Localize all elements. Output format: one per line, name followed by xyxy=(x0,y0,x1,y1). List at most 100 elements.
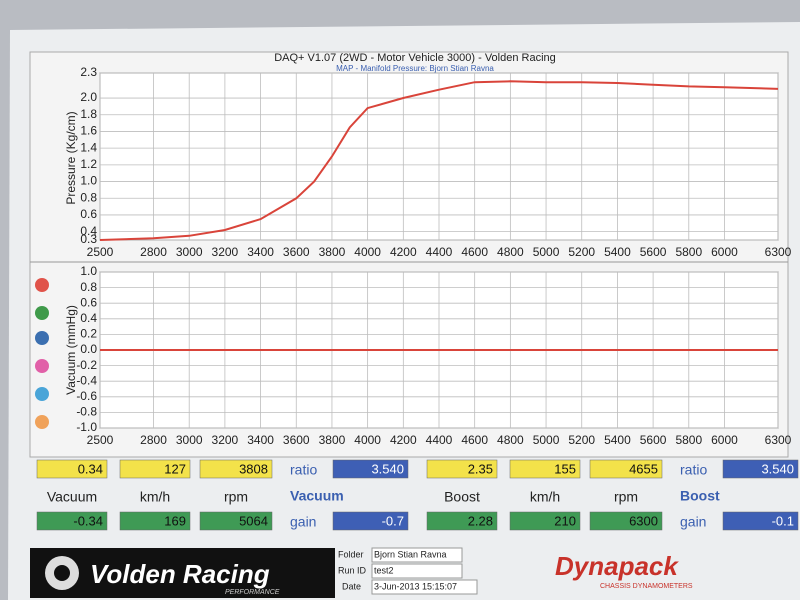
x-tick-label: 5200 xyxy=(568,433,595,447)
x-tick-label: 3800 xyxy=(319,245,346,259)
y-tick-label: 2.0 xyxy=(80,90,97,104)
readout-value-box xyxy=(36,459,108,479)
readout-label: rpm xyxy=(224,489,248,505)
x-tick-label: 4200 xyxy=(390,433,417,447)
brand: Dynapack xyxy=(555,551,679,581)
x-tick-label: 2800 xyxy=(140,433,167,447)
x-tick-label: 3400 xyxy=(247,245,274,259)
y-tick-label: 1.6 xyxy=(80,124,97,138)
x-tick-label: 5000 xyxy=(533,245,560,259)
x-tick-label: 5200 xyxy=(568,245,595,259)
run-label: Run ID xyxy=(338,565,367,575)
logo-icon xyxy=(54,565,70,581)
readout-label: km/h xyxy=(530,489,560,505)
readout-value: 3808 xyxy=(239,461,268,476)
y-axis-label: Vacuum (mmHg) xyxy=(64,305,78,395)
x-tick-label: 2500 xyxy=(87,245,114,259)
folder-label: Folder xyxy=(338,549,364,559)
mode-label: Vacuum xyxy=(290,488,344,504)
x-tick-label: 3400 xyxy=(247,433,274,447)
y-tick-label: 0.8 xyxy=(80,280,97,294)
x-tick-label: 6300 xyxy=(765,245,792,259)
x-tick-label: 6000 xyxy=(711,245,738,259)
y-tick-label: -0.8 xyxy=(76,405,97,419)
ratio-value: 3.540 xyxy=(761,461,794,476)
x-tick-label: 4000 xyxy=(354,245,381,259)
field xyxy=(371,579,478,595)
x-tick-label: 4800 xyxy=(497,245,524,259)
channel-dot xyxy=(35,359,49,373)
ratio-value-box xyxy=(332,459,409,479)
readout-value-box xyxy=(589,511,663,531)
readout-value-box xyxy=(426,459,498,479)
ratio-value-box xyxy=(722,459,799,479)
y-tick-label: 1.4 xyxy=(80,140,97,154)
gain-value: -0.7 xyxy=(382,513,404,528)
readout-value-box xyxy=(426,511,498,531)
x-tick-label: 3000 xyxy=(176,245,203,259)
x-tick-label: 4000 xyxy=(354,433,381,447)
x-tick-label: 3200 xyxy=(212,433,239,447)
readout-value-box xyxy=(509,459,581,479)
x-tick-label: 4400 xyxy=(426,433,453,447)
chart-title: DAQ+ V1.07 (2WD - Motor Vehicle 3000) - … xyxy=(274,52,556,64)
x-tick-label: 3600 xyxy=(283,245,310,259)
y-tick-label: 1.2 xyxy=(80,157,97,171)
y-tick-label: 0.3 xyxy=(80,232,97,246)
readout-value: 127 xyxy=(164,461,186,476)
x-tick-label: 5800 xyxy=(675,245,702,259)
readout-value: 2.28 xyxy=(468,513,493,528)
gain-value-box xyxy=(332,511,409,531)
logo-sub: PERFORMANCE xyxy=(225,589,280,596)
readout-value: 5064 xyxy=(239,513,268,528)
readout-label: km/h xyxy=(140,489,170,505)
readout-value-box xyxy=(589,459,663,479)
run-value: test2 xyxy=(374,565,394,575)
readout-value-box xyxy=(119,459,191,479)
y-tick-label: 0.4 xyxy=(80,311,97,325)
readout-label: rpm xyxy=(614,489,638,505)
field xyxy=(371,563,463,579)
x-tick-label: 4200 xyxy=(390,245,417,259)
logo-text: Volden Racing xyxy=(90,559,270,589)
y-axis-label: Pressure (Kg/cm) xyxy=(64,111,78,204)
x-tick-label: 4600 xyxy=(461,433,488,447)
readout-label: Vacuum xyxy=(47,489,97,505)
y-tick-label: 0.6 xyxy=(80,207,97,221)
y-tick-label: -0.2 xyxy=(76,358,97,372)
channel-dot xyxy=(35,278,49,292)
readout-value: 169 xyxy=(164,513,186,528)
x-tick-label: 2500 xyxy=(87,433,114,447)
brand-sub: CHASSIS DYNAMOMETERS xyxy=(600,583,693,590)
x-tick-label: 3200 xyxy=(212,245,239,259)
x-tick-label: 3000 xyxy=(176,433,203,447)
x-tick-label: 3800 xyxy=(319,433,346,447)
y-tick-label: 0.6 xyxy=(80,295,97,309)
readout-value-box xyxy=(199,511,273,531)
readout-value-box xyxy=(36,511,108,531)
x-tick-label: 4400 xyxy=(426,245,453,259)
channel-dot xyxy=(35,415,49,429)
readout-value-box xyxy=(119,511,191,531)
y-tick-label: 0.8 xyxy=(80,190,97,204)
y-tick-label: 0.2 xyxy=(80,327,97,341)
x-tick-label: 6000 xyxy=(711,433,738,447)
y-tick-label: 0.4 xyxy=(80,224,97,238)
channel-dot xyxy=(35,387,49,401)
y-tick-label: 1.8 xyxy=(80,107,97,121)
mode-label: Boost xyxy=(680,488,720,504)
x-tick-label: 2800 xyxy=(140,245,167,259)
ratio-value: 3.540 xyxy=(371,461,404,476)
channel-dot xyxy=(35,331,49,345)
x-tick-label: 5600 xyxy=(640,245,667,259)
y-tick-label: -0.4 xyxy=(76,373,97,387)
y-tick-label: 1.0 xyxy=(80,174,97,188)
channel-dot xyxy=(35,306,49,320)
readout-value-box xyxy=(199,459,273,479)
data-line xyxy=(99,80,779,241)
date-label: Date xyxy=(342,581,361,591)
gain-value: -0.1 xyxy=(772,513,794,528)
x-tick-label: 4800 xyxy=(497,433,524,447)
